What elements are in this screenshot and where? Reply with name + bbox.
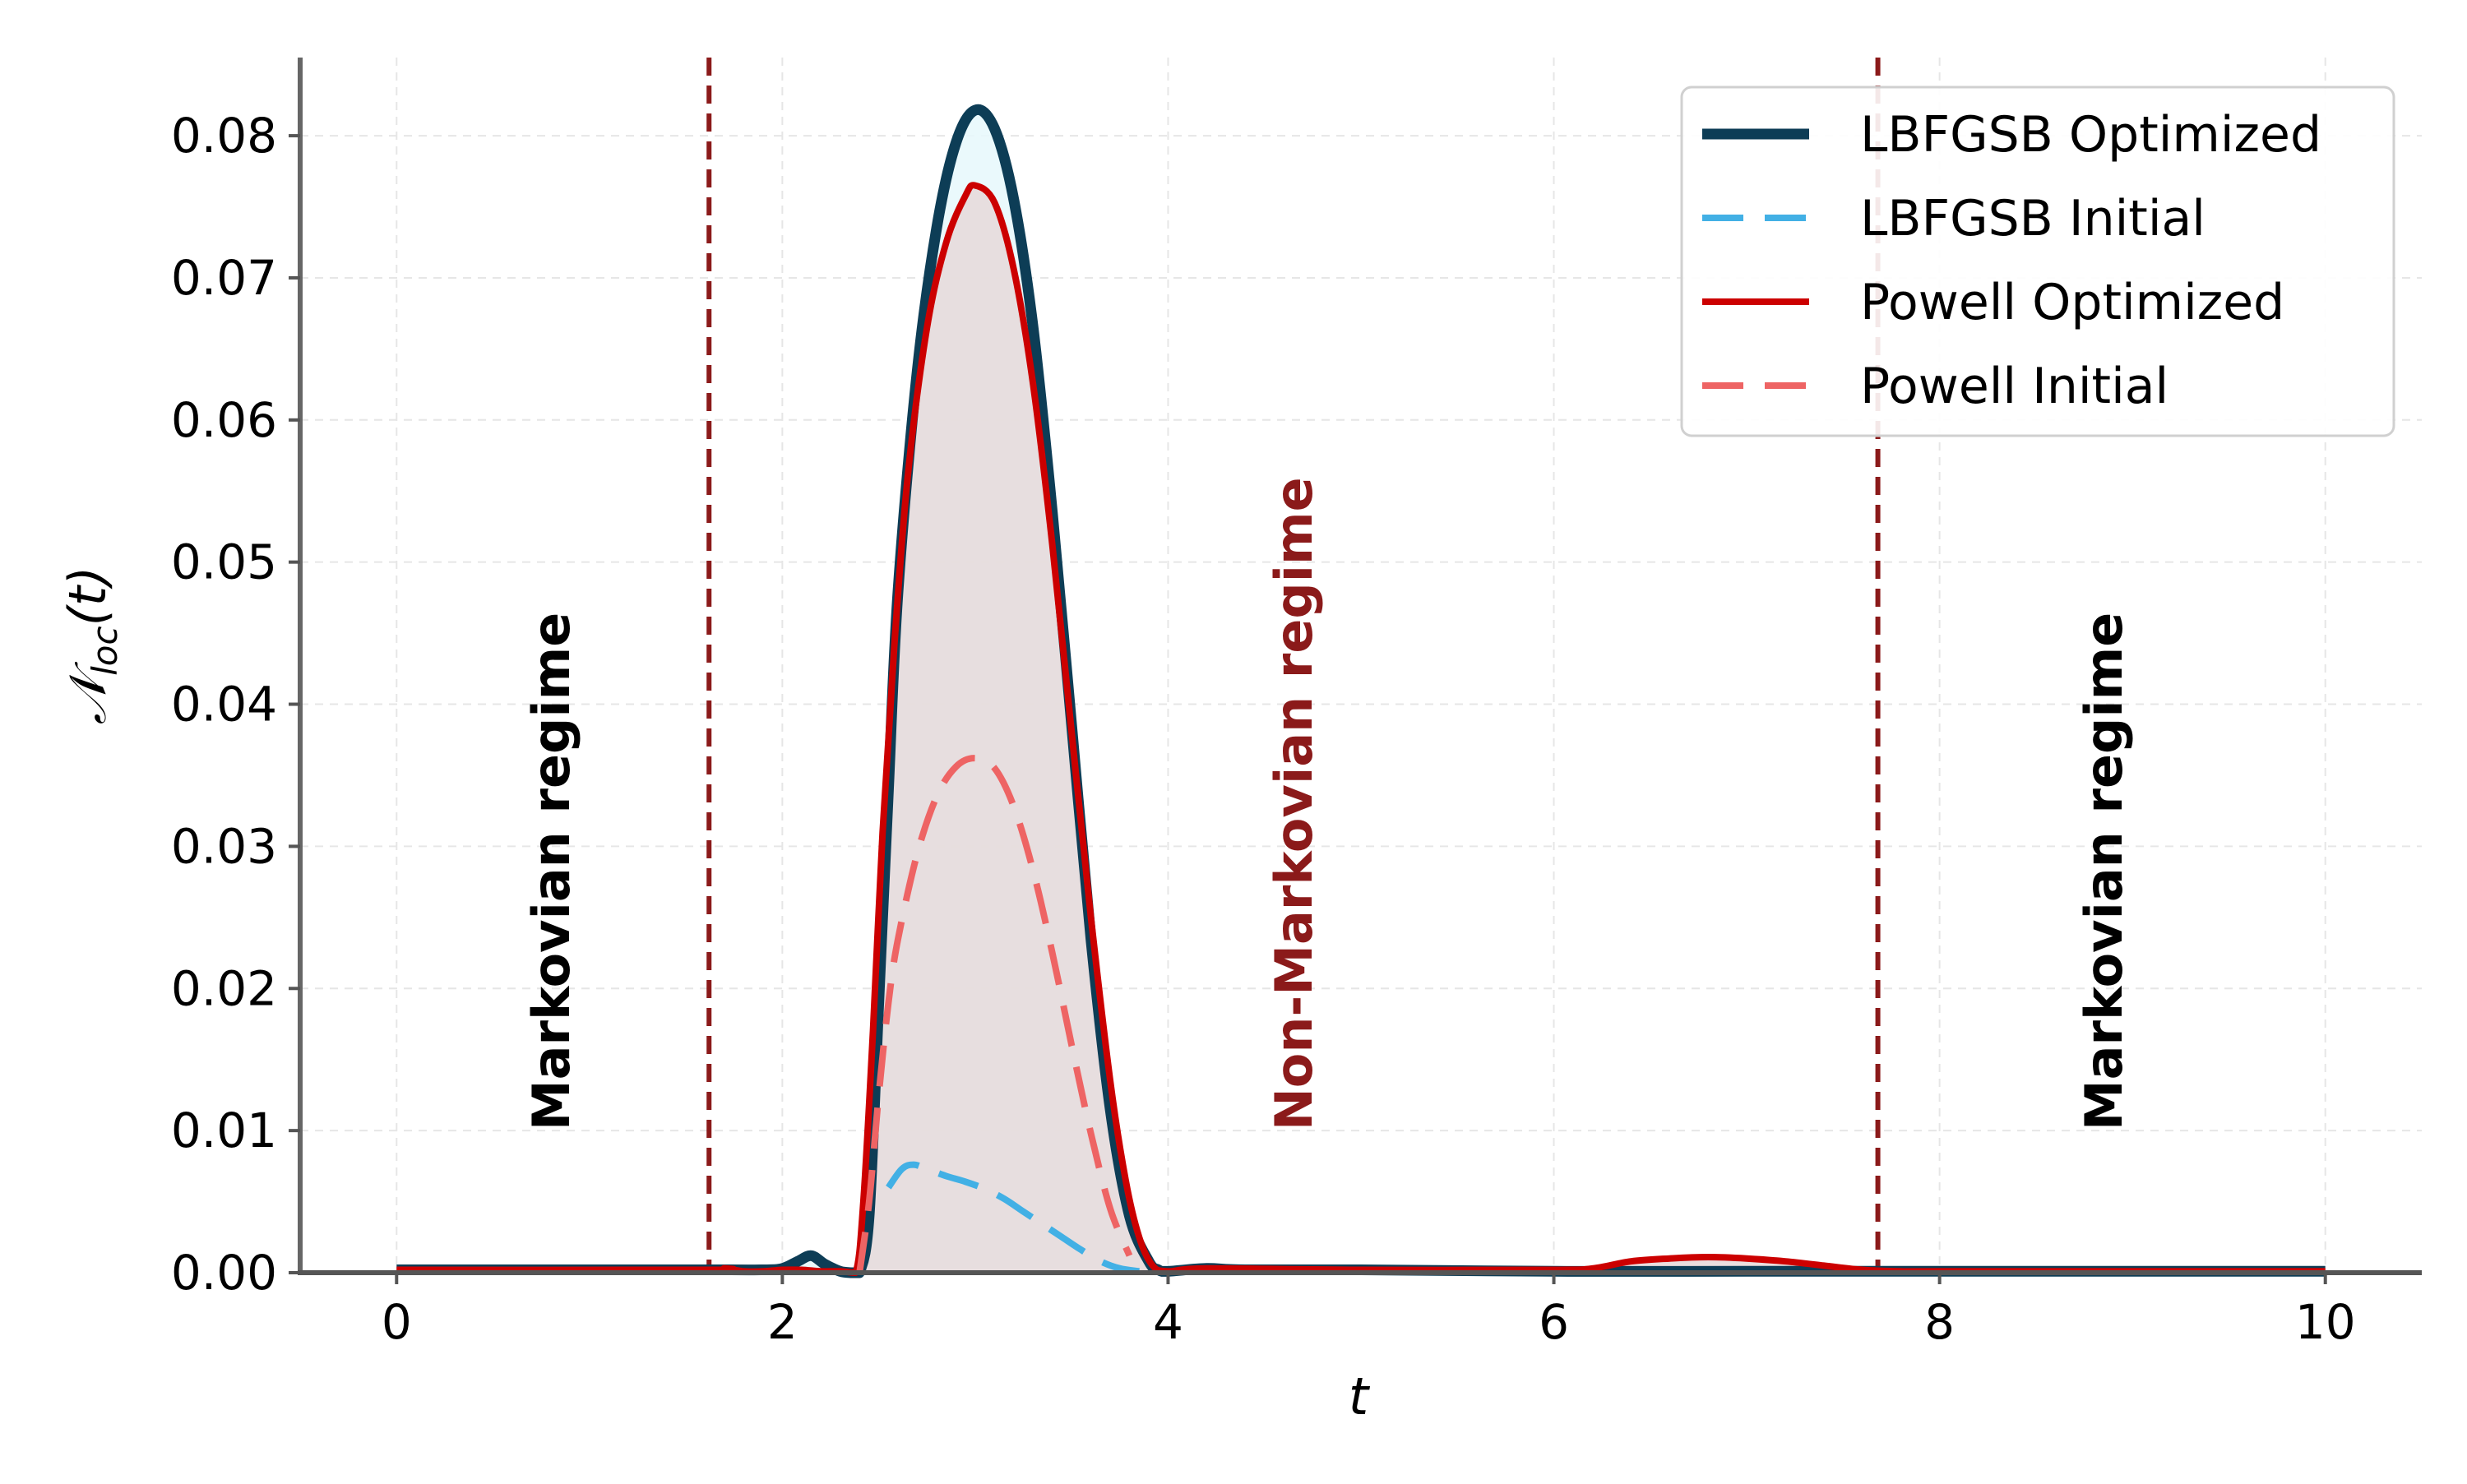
legend-label-powell-optimized: Powell Optimized — [1860, 274, 2284, 331]
y-tick-label: 0.05 — [171, 534, 277, 590]
x-axis-label: t — [1349, 1366, 1371, 1426]
legend-label-lbfgsb-optimized: LBFGSB Optimized — [1860, 106, 2321, 164]
x-tick-label: 10 — [2295, 1294, 2356, 1350]
x-tick-label: 2 — [767, 1294, 798, 1350]
x-tick-label: 6 — [1539, 1294, 1569, 1350]
y-tick-label: 0.03 — [171, 818, 277, 874]
legend-label-lbfgsb-initial: LBFGSB Initial — [1860, 190, 2205, 247]
y-tick-label: 0.07 — [171, 250, 277, 306]
y-tick-label: 0.01 — [171, 1103, 277, 1158]
y-axis-label: 𝒩loc(t) — [58, 566, 125, 725]
y-tick-label: 0.02 — [171, 960, 277, 1016]
x-tick-label: 0 — [382, 1294, 412, 1350]
y-tick-label: 0.06 — [171, 392, 277, 448]
tick-labels: 0 2 4 6 8 10 0.00 0.01 0.02 0.03 0.04 0.05 0.06 0.07 0… — [171, 108, 2356, 1350]
series-line-powell-initial — [856, 755, 1133, 1274]
regime-annotation: Markovian regime — [521, 613, 581, 1130]
regime-annotation: Non-Markovian regime — [1264, 477, 1324, 1130]
y-tick-label: 0.08 — [171, 108, 277, 164]
regime-annotation: Markovian regime — [2074, 613, 2134, 1130]
y-tick-label: 0.04 — [171, 677, 277, 733]
legend: LBFGSB Optimized LBFGSB Initial Powell Opt… — [1680, 86, 2395, 437]
series-line-lbfgsb-initial — [886, 1161, 1140, 1275]
x-tick-label: 8 — [1924, 1294, 1955, 1350]
y-tick-label: 0.00 — [171, 1245, 277, 1301]
axes — [298, 58, 2422, 1275]
legend-label-powell-initial: Powell Initial — [1860, 358, 2168, 415]
regime-annotations: Markovian regime Non-Markovian regime Mark… — [521, 477, 2134, 1130]
legend-box — [1680, 86, 2395, 437]
x-tick-label: 4 — [1153, 1294, 1183, 1350]
